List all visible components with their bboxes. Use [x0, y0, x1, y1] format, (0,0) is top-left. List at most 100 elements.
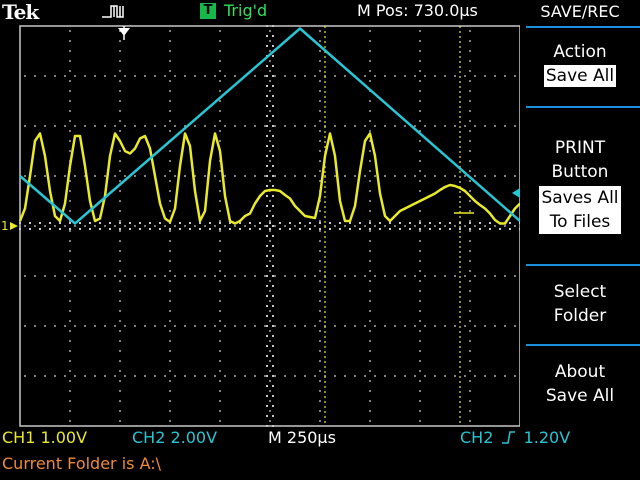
grid-dot	[169, 60, 171, 62]
trigger-level: 1.20V	[523, 428, 571, 447]
grid-dot	[494, 175, 496, 177]
grid-dot	[229, 222, 231, 224]
grid-dot	[369, 370, 371, 372]
grid-dot	[484, 75, 486, 77]
grid-dot	[374, 175, 376, 177]
grid-dot	[184, 225, 186, 227]
grid-dot	[469, 60, 471, 62]
grid-dot	[469, 350, 471, 352]
grid-dot	[119, 230, 121, 232]
grid-dot	[269, 270, 271, 272]
grid-dot	[266, 425, 268, 427]
grid-dot	[149, 228, 151, 230]
grid-dot	[169, 80, 171, 82]
grid-dot	[64, 325, 66, 327]
grid-dot	[434, 225, 436, 227]
grid-dot	[189, 228, 191, 230]
grid-dot	[119, 280, 121, 282]
grid-dot	[272, 245, 274, 247]
grid-dot	[409, 228, 411, 230]
grid-dot	[272, 65, 274, 67]
grid-dot	[269, 200, 271, 202]
grid-dot	[294, 125, 296, 127]
grid-dot	[266, 225, 268, 227]
grid-dot	[266, 155, 268, 157]
grid-dot	[34, 325, 36, 327]
grid-dot	[449, 222, 451, 224]
grid-dot	[244, 325, 246, 327]
grid-dot	[514, 325, 516, 327]
grid-dot	[219, 100, 221, 102]
grid-dot	[104, 175, 106, 177]
grid-dot	[249, 228, 251, 230]
grid-dot	[44, 375, 46, 377]
grid-dot	[272, 235, 274, 237]
grid-dot	[469, 70, 471, 72]
menu-action-value: Save All	[543, 65, 617, 87]
grid-dot	[419, 250, 421, 252]
grid-dot	[319, 240, 321, 242]
grid-dot	[319, 228, 321, 230]
grid-dot	[419, 210, 421, 212]
grid-dot	[369, 180, 371, 182]
grid-dot	[69, 310, 71, 312]
grid-dot	[272, 415, 274, 417]
menu-about-button[interactable]: About Save All	[520, 360, 640, 408]
grid-dot	[329, 222, 331, 224]
grid-dot	[484, 325, 486, 327]
grid-dot	[369, 330, 371, 332]
scope-display: 1	[1, 25, 520, 427]
grid-dot	[319, 140, 321, 142]
grid-dot	[419, 160, 421, 162]
grid-dot	[94, 375, 96, 377]
grid-dot	[304, 325, 306, 327]
grid-dot	[464, 375, 466, 377]
grid-dot	[154, 275, 156, 277]
grid-dot	[284, 325, 286, 327]
grid-dot	[439, 222, 441, 224]
grid-dot	[484, 125, 486, 127]
grid-dot	[269, 400, 271, 402]
menu-select-folder-button[interactable]: Select Folder	[520, 280, 640, 328]
grid-dot	[219, 50, 221, 52]
grid-dot	[134, 175, 136, 177]
grid-dot	[469, 410, 471, 412]
grid-dot	[269, 150, 271, 152]
grid-dot	[119, 300, 121, 302]
grid-dot	[69, 70, 71, 72]
grid-dot	[124, 325, 126, 327]
grid-dot	[266, 325, 268, 327]
grid-dot	[134, 75, 136, 77]
grid-dot	[266, 85, 268, 87]
grid-dot	[64, 375, 66, 377]
grid-dot	[369, 228, 371, 230]
grid-dot	[319, 222, 321, 224]
menu-print-value-1: Saves All	[541, 188, 619, 208]
grid-dot	[184, 175, 186, 177]
ch1-trace	[18, 132, 520, 225]
grid-dot	[74, 75, 76, 77]
grid-dot	[119, 370, 121, 372]
grid-dot	[134, 275, 136, 277]
grid-dot	[279, 222, 281, 224]
grid-dot	[269, 310, 271, 312]
menu-action-button[interactable]: Action Save All	[520, 40, 640, 88]
grid-dot	[334, 375, 336, 377]
grid-dot	[266, 315, 268, 317]
grid-dot	[419, 120, 421, 122]
grid-dot	[484, 375, 486, 377]
grid-dot	[144, 325, 146, 327]
menu-print-button[interactable]: PRINT Button Saves All To Files	[520, 136, 640, 234]
grid-dot	[319, 120, 321, 122]
grid-dot	[266, 235, 268, 237]
grid-dot	[269, 70, 271, 72]
grid-dot	[266, 75, 268, 77]
grid-dot	[219, 222, 221, 224]
current-folder: Current Folder is A:\	[2, 454, 162, 473]
grid-dot	[389, 222, 391, 224]
grid-dot	[269, 350, 271, 352]
menu-print-label-2: Button	[551, 162, 609, 182]
grid-dot	[369, 310, 371, 312]
cursors	[324, 26, 461, 426]
grid-dot	[439, 228, 441, 230]
